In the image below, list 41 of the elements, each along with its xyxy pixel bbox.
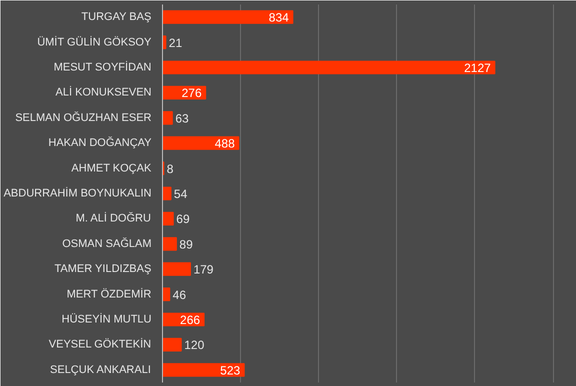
bar xyxy=(162,363,245,377)
bar xyxy=(162,262,191,276)
y-tick-label: TAMER YILDIZBAŞ xyxy=(54,263,152,276)
data-label: 63 xyxy=(175,111,190,126)
y-tick-label: SELÇUK ANKARALI xyxy=(50,364,151,376)
data-label: 8 xyxy=(166,162,174,176)
y-tick-label: M. ALİ DOĞRU xyxy=(76,212,151,225)
data-label: 46 xyxy=(172,288,186,302)
bar xyxy=(162,212,174,226)
data-label: 179 xyxy=(193,262,214,277)
data-label: 266 xyxy=(180,313,200,327)
y-tick-label: SELMAN OĞUZHAN ESER xyxy=(15,110,152,124)
y-tick-label: HAKAN DOĞANÇAY xyxy=(48,136,152,150)
bar xyxy=(162,237,177,251)
bar xyxy=(162,338,182,352)
y-tick-label: ÜMİT GÜLİN GÖKSOY xyxy=(37,35,152,48)
data-label: 488 xyxy=(214,136,236,151)
data-label: 69 xyxy=(176,212,190,226)
data-label: 2127 xyxy=(464,61,492,75)
y-tick-label: HÜSEYİN MUTLU xyxy=(62,312,152,326)
y-tick-label: ABDURRAHİM BOYNUKALIN xyxy=(4,186,152,200)
data-label: 523 xyxy=(220,363,241,378)
y-tick-label: AHMET KOÇAK xyxy=(71,162,152,174)
bar xyxy=(162,111,173,125)
y-tick-label: MERT ÖZDEMİR xyxy=(66,287,152,300)
data-label: 276 xyxy=(182,86,202,100)
bar xyxy=(162,288,170,302)
bar xyxy=(162,60,496,74)
bar xyxy=(162,36,166,50)
y-tick-label: TURGAY BAŞ xyxy=(81,11,152,24)
y-tick-label: OSMAN SAĞLAM xyxy=(62,236,152,250)
data-label: 89 xyxy=(179,237,194,252)
y-tick-label: ALİ KONUKSEVEN xyxy=(56,86,152,99)
bar xyxy=(162,186,172,200)
data-label: 21 xyxy=(168,36,182,50)
data-label: 834 xyxy=(268,10,290,25)
y-tick-label: MESUT SOYFİDAN xyxy=(54,60,152,74)
data-label: 120 xyxy=(184,338,205,352)
data-label: 54 xyxy=(174,187,188,201)
y-tick-label: VEYSEL GÖKTEKİN xyxy=(48,338,152,351)
bar xyxy=(162,10,294,24)
